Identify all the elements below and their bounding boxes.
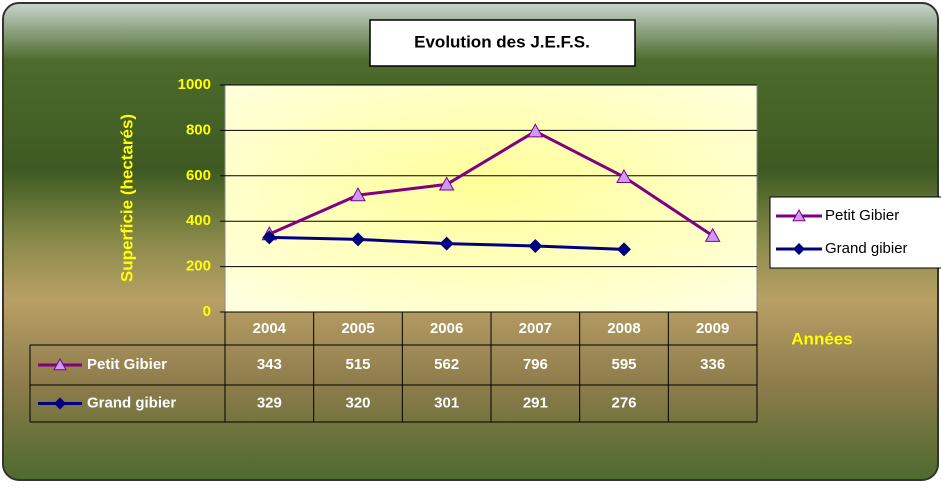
table-cell: 291 bbox=[523, 394, 548, 411]
y-tick-label: 1000 bbox=[178, 76, 211, 93]
x-tick-label: 2007 bbox=[519, 320, 552, 337]
plot-area bbox=[225, 85, 757, 312]
table-cell: 562 bbox=[434, 356, 459, 373]
table-cell: 595 bbox=[611, 356, 636, 373]
chart-title: Evolution des J.E.F.S. bbox=[414, 32, 590, 51]
table-cell: 515 bbox=[345, 356, 370, 373]
table-cell: 301 bbox=[434, 394, 459, 411]
y-axis-title: Superficie (hectarés) bbox=[117, 114, 136, 282]
table-cell: 320 bbox=[345, 394, 370, 411]
table-row-label: Petit Gibier bbox=[87, 356, 167, 373]
y-tick-label: 600 bbox=[186, 167, 211, 184]
table-cell: 336 bbox=[700, 356, 725, 373]
table-cell: 796 bbox=[523, 356, 548, 373]
y-tick-label: 400 bbox=[186, 212, 211, 229]
y-tick-label: 800 bbox=[186, 121, 211, 138]
table-row-label: Grand gibier bbox=[87, 394, 176, 411]
y-tick-label: 0 bbox=[203, 303, 211, 320]
table-cell: 343 bbox=[257, 356, 282, 373]
table-cell: 276 bbox=[611, 394, 636, 411]
x-axis-title: Années bbox=[791, 329, 852, 348]
x-tick-label: 2005 bbox=[341, 320, 374, 337]
legend-label: Grand gibier bbox=[825, 240, 908, 257]
x-tick-label: 2006 bbox=[430, 320, 463, 337]
x-tick-label: 2008 bbox=[607, 320, 640, 337]
x-tick-label: 2004 bbox=[253, 320, 287, 337]
y-tick-label: 200 bbox=[186, 258, 211, 275]
legend-label: Petit Gibier bbox=[825, 207, 899, 224]
x-tick-label: 2009 bbox=[696, 320, 729, 337]
table-cell: 329 bbox=[257, 394, 282, 411]
chart: Evolution des J.E.F.S. Superficie (hecta… bbox=[0, 0, 941, 483]
